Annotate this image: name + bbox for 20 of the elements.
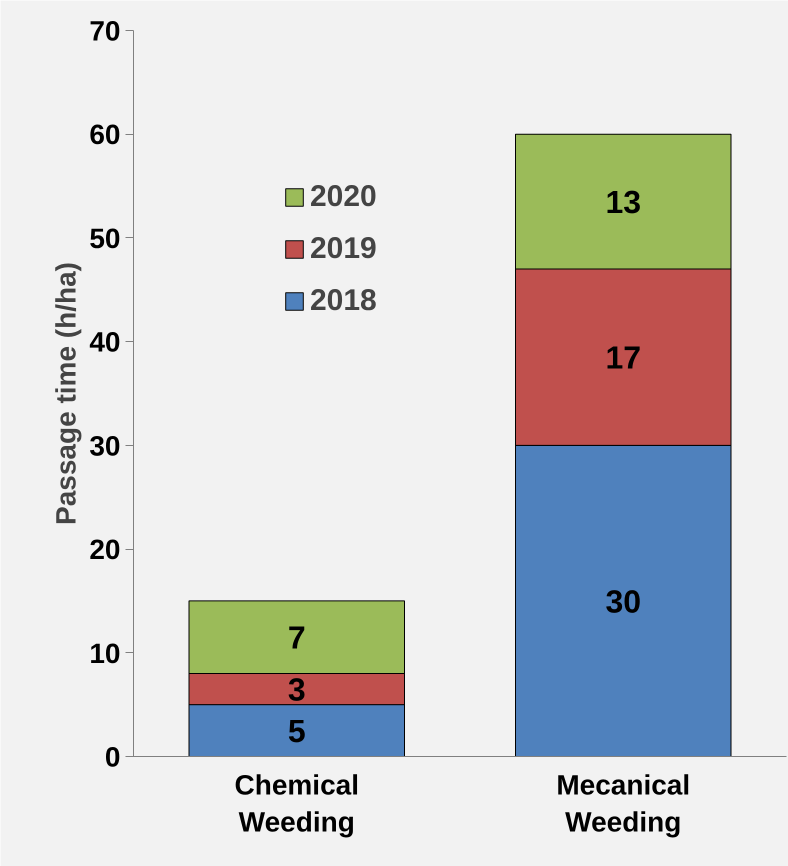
y-axis-title: Passage time (h/ha) bbox=[50, 262, 82, 525]
y-tick-label: 70 bbox=[89, 16, 121, 46]
data-label: 3 bbox=[288, 672, 306, 708]
data-label: 7 bbox=[288, 620, 306, 656]
y-tick-label: 10 bbox=[89, 638, 121, 669]
legend-label: 2018 bbox=[310, 284, 377, 318]
data-label: 5 bbox=[288, 713, 306, 750]
data-label: 30 bbox=[605, 583, 642, 620]
y-tick-label: 50 bbox=[89, 222, 121, 254]
data-label: 17 bbox=[605, 340, 642, 376]
x-tick-label: Chemical Weeding bbox=[234, 770, 359, 838]
x-tick-label: Mecanical Weeding bbox=[556, 770, 690, 838]
data-label: 13 bbox=[605, 184, 642, 220]
y-tick-label: 60 bbox=[89, 119, 121, 150]
y-tick-label: 40 bbox=[89, 326, 121, 358]
legend-label: 2019 bbox=[310, 232, 377, 266]
y-tick-label: 30 bbox=[89, 430, 121, 462]
y-tick-label: 20 bbox=[89, 534, 121, 566]
y-tick-label: 0 bbox=[104, 742, 121, 772]
legend-label: 2020 bbox=[310, 180, 377, 214]
